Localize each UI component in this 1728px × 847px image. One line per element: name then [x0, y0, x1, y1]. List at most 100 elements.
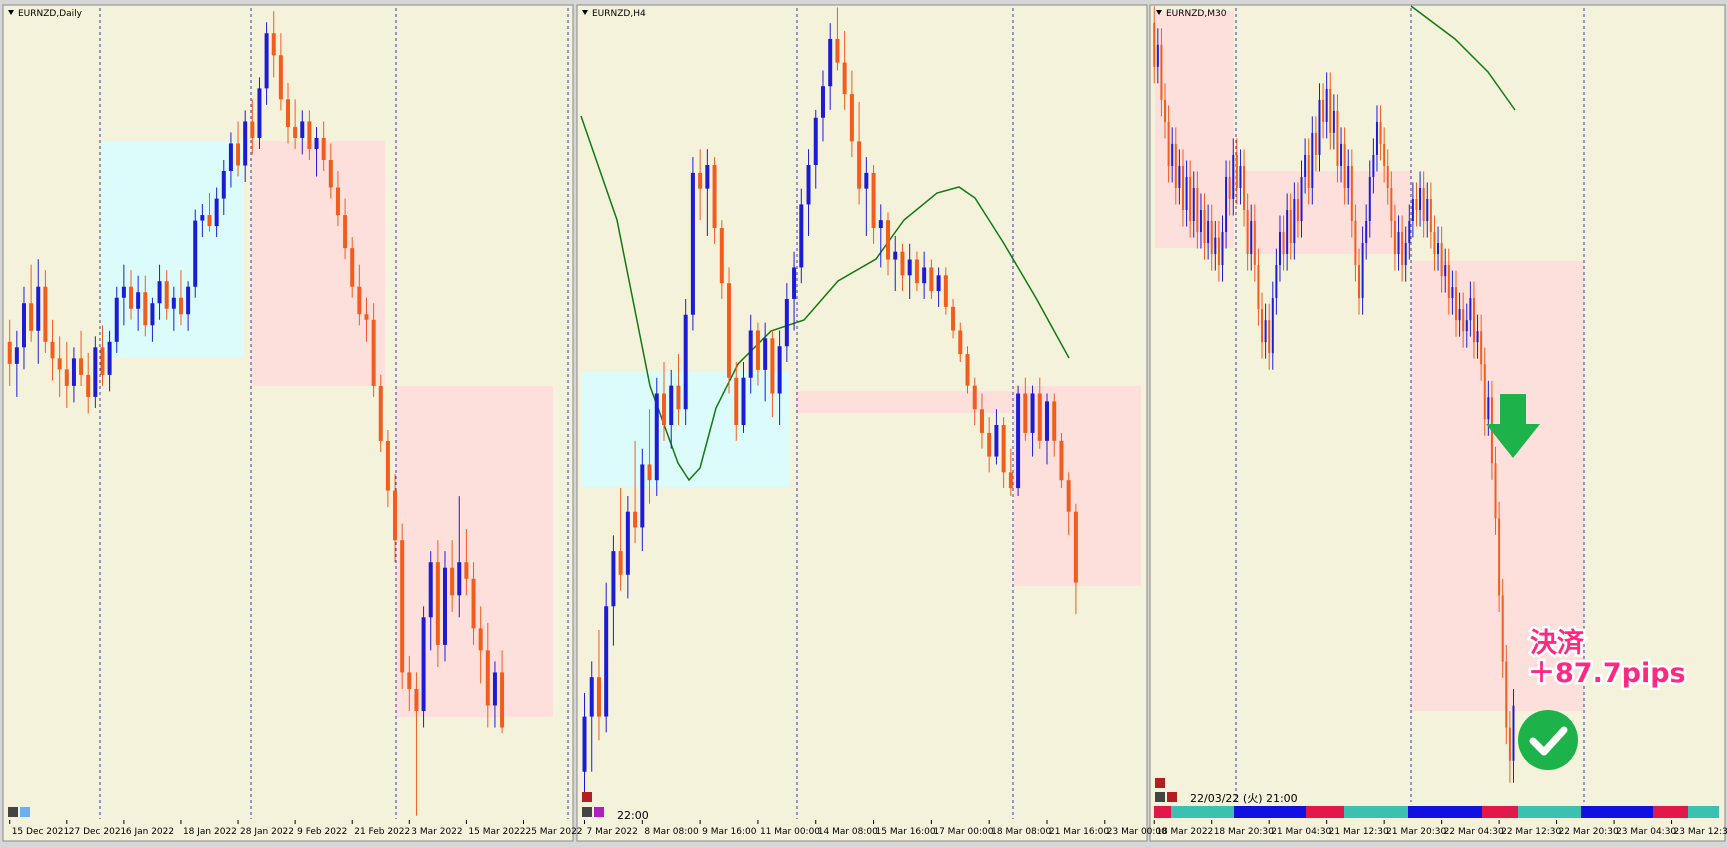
- corner-button[interactable]: [582, 807, 592, 817]
- candle-body: [64, 369, 69, 386]
- sell-arrow: [1486, 394, 1540, 458]
- candle-body: [1307, 154, 1310, 188]
- candle-body: [1300, 176, 1303, 222]
- candle-body: [278, 55, 283, 100]
- candle-body: [611, 551, 616, 607]
- candle-body: [1469, 298, 1472, 321]
- candle-body: [457, 562, 462, 596]
- candle-body: [907, 259, 912, 276]
- candle-body: [1505, 661, 1508, 728]
- candle-body: [1480, 331, 1483, 365]
- zone: [1245, 171, 1411, 254]
- corner-button[interactable]: [1155, 778, 1165, 788]
- candle-body: [243, 121, 248, 166]
- candle-body: [596, 677, 601, 717]
- candle-body: [1325, 88, 1328, 122]
- candle-body: [21, 303, 26, 348]
- corner-button[interactable]: [8, 807, 18, 817]
- candle-body: [727, 283, 732, 378]
- candle-body: [1379, 121, 1382, 144]
- candle-body: [414, 688, 419, 711]
- candle-body: [1199, 210, 1202, 233]
- candle-body: [200, 215, 205, 221]
- time-label: 22/03/22 (火) 21:00: [1190, 792, 1298, 805]
- candle-body: [820, 86, 825, 118]
- candle-body: [150, 303, 155, 326]
- annotation: 決済: [1530, 627, 1585, 659]
- candle-body: [1383, 143, 1386, 166]
- candle-body: [1044, 401, 1049, 441]
- x-tick-label: 22 Mar 20:30: [1559, 827, 1619, 837]
- candle-body: [343, 215, 348, 249]
- candle-body: [364, 314, 369, 320]
- candle-body: [806, 165, 811, 205]
- candle-body: [100, 347, 105, 375]
- candle-body: [1397, 232, 1400, 255]
- x-tick-label: 18 Jan 2022: [183, 827, 237, 837]
- candle-body: [7, 341, 12, 364]
- candle-body: [136, 292, 141, 309]
- candle-body: [400, 540, 405, 673]
- candle-body: [1494, 463, 1497, 519]
- corner-button[interactable]: [582, 792, 592, 802]
- candle-body: [1271, 298, 1274, 354]
- candle-body: [669, 385, 674, 426]
- title-arrow: [1156, 10, 1162, 15]
- candle-body: [29, 303, 34, 331]
- candle-body: [14, 347, 19, 364]
- candle-body: [1476, 331, 1479, 343]
- corner-button[interactable]: [594, 807, 604, 817]
- corner-button[interactable]: [1155, 792, 1165, 802]
- candle-body: [1264, 320, 1267, 343]
- candle-body: [492, 672, 497, 706]
- candle-body: [886, 220, 891, 260]
- panel-title: EURNZD,H4: [592, 9, 646, 19]
- candle-body: [1512, 705, 1515, 761]
- x-tick-label: 23 Mar 12:30: [1674, 827, 1728, 837]
- candle-body: [712, 165, 717, 229]
- candle-body: [719, 228, 724, 284]
- candle-body: [1001, 425, 1006, 473]
- corner-button[interactable]: [20, 807, 30, 817]
- candle-body: [264, 33, 269, 89]
- candle-body: [1181, 165, 1184, 211]
- candle-body: [1066, 480, 1071, 512]
- candle-body: [350, 248, 355, 287]
- candle-body: [1422, 187, 1425, 222]
- candle-body: [464, 562, 469, 579]
- candle-body: [1178, 165, 1181, 188]
- candle-body: [1250, 221, 1253, 255]
- candle-body: [958, 330, 963, 355]
- title-arrow: [8, 10, 14, 15]
- candle-body: [250, 121, 255, 138]
- candle-body: [1487, 397, 1490, 420]
- candle-body: [1386, 165, 1389, 188]
- annotation: ＋87.7pips: [1528, 658, 1686, 689]
- candle-body: [1189, 176, 1192, 222]
- x-tick-label: 22 Mar 04:30: [1444, 827, 1504, 837]
- candle-body: [450, 567, 455, 596]
- moving-average: [1410, 5, 1516, 111]
- candle-body: [236, 143, 241, 166]
- candle-body: [435, 562, 440, 645]
- candle-body: [421, 617, 426, 711]
- candle-body: [471, 578, 476, 629]
- candle-body: [1156, 44, 1159, 67]
- candle-body: [1347, 165, 1350, 188]
- candle-body: [1225, 176, 1228, 233]
- candle-body: [1314, 132, 1317, 155]
- corner-button[interactable]: [1167, 792, 1177, 802]
- time-label: 22:00: [617, 809, 649, 822]
- candle-body: [442, 567, 447, 645]
- panel-title: EURNZD,Daily: [18, 9, 83, 19]
- candle-body: [221, 171, 226, 199]
- candle-body: [1059, 440, 1064, 481]
- x-tick-label: 21 Mar 16:00: [1049, 827, 1109, 837]
- candle-body: [849, 94, 854, 142]
- x-tick-label: 7 Mar 2022: [587, 827, 638, 837]
- candle-body: [193, 220, 198, 287]
- candle-body: [93, 347, 98, 397]
- candle-body: [293, 126, 298, 138]
- candle-body: [1372, 154, 1375, 177]
